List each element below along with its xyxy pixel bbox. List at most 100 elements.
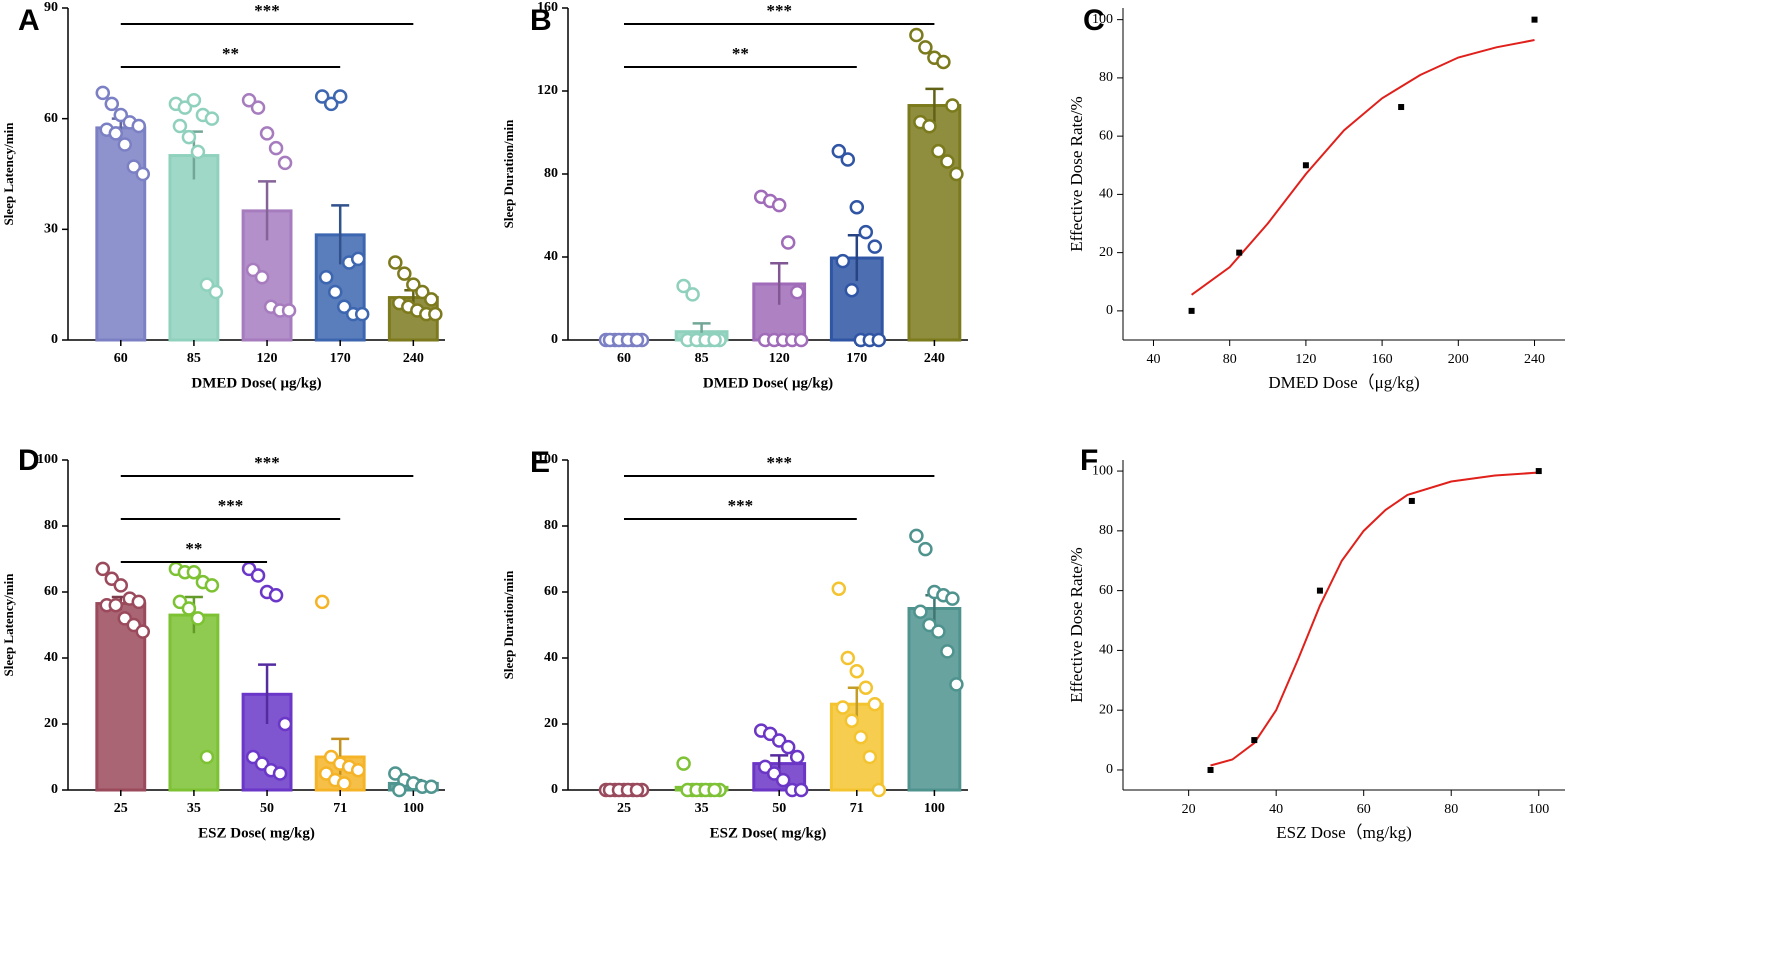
bar [907,104,962,342]
y-axis-label: Sleep Latency/min [1,122,16,226]
significance-label: *** [218,496,244,515]
data-point [113,578,129,593]
x-tick-label: 25 [617,801,631,816]
data-point [849,199,865,215]
data-point [354,306,370,322]
data-point [831,143,847,159]
data-point [918,40,933,55]
significance-label: ** [222,44,239,63]
data-point [793,782,809,798]
y-tick-label: 0 [1106,303,1113,318]
significance-label: ** [185,539,202,558]
y-tick-label: 60 [44,111,58,126]
data-point [268,140,284,156]
y-tick-label: 80 [1099,523,1113,538]
x-tick-label: 240 [1524,352,1545,367]
data-point [250,100,266,115]
data-point [428,306,443,322]
data-point [318,270,334,285]
panel-label: B [530,4,552,37]
data-point [314,89,330,104]
data-point [922,119,937,134]
data-point [840,650,856,666]
data-point [840,152,856,167]
data-point [336,299,352,315]
panel-label: C [1083,4,1105,37]
y-tick-label: 80 [1099,70,1113,85]
y-tick-label: 100 [37,452,58,467]
x-tick-label: 120 [1295,352,1316,367]
data-point [199,749,215,765]
y-tick-label: 100 [1092,12,1113,27]
y-axis-label: Effective Dose Rate/% [1067,96,1086,251]
significance-label: *** [254,453,280,472]
x-tick-label: 240 [924,351,945,366]
data-point [186,92,202,108]
data-point [1398,104,1405,111]
data-point [849,663,865,679]
data-point [406,277,421,292]
data-point [131,118,147,134]
x-tick-label: 170 [330,351,351,366]
y-tick-label: 90 [44,0,58,15]
x-tick-label: 35 [187,801,201,816]
data-point [844,713,860,728]
data-point [871,332,887,348]
significance-label: ** [732,44,749,63]
y-axis-label: Sleep Latency/min [1,573,16,677]
data-point [676,756,691,771]
significance-label: *** [728,496,754,515]
data-point [415,284,430,300]
data-point [186,564,202,580]
data-point [707,782,722,798]
y-tick-label: 100 [537,452,558,467]
x-tick-label: 20 [1182,802,1196,817]
y-tick-label: 80 [44,518,58,533]
significance-label: *** [254,1,280,20]
x-tick-label: 85 [695,351,709,366]
data-point [350,762,366,778]
x-tick-label: 120 [257,351,278,366]
data-point [332,89,348,104]
error-bar [258,180,277,241]
x-tick-label: 71 [850,801,864,816]
panel-label: F [1080,444,1098,477]
error-bar [258,663,277,724]
data-point [940,644,955,659]
data-point [135,624,151,639]
y-axis-label: Sleep Duration/min [501,570,516,679]
data-point [949,677,964,692]
x-tick-label: 160 [1372,352,1393,367]
x-tick-label: 100 [924,801,945,816]
data-point [259,126,275,141]
y-tick-label: 40 [544,650,558,665]
y-tick-label: 160 [537,0,558,15]
y-tick-label: 0 [51,332,58,347]
data-point [281,303,297,318]
error-bar [331,204,350,265]
x-tick-label: 240 [403,351,424,366]
x-tick-label: 40 [1269,802,1283,817]
data-point [241,92,257,108]
data-point [789,749,805,765]
data-point [181,129,197,145]
x-tick-label: 100 [403,801,424,816]
data-point [204,578,220,593]
data-point [204,111,220,126]
y-tick-label: 30 [44,222,58,237]
x-tick-label: 25 [114,801,128,816]
error-bar [925,87,944,123]
data-point [949,166,964,182]
y-tick-label: 80 [544,166,558,181]
y-tick-label: 120 [537,83,558,98]
panel-label: D [18,444,40,477]
data-point [327,284,343,300]
data-point [108,126,124,141]
data-point [793,332,809,348]
x-axis-label: ESZ Dose（mg/kg) [1276,823,1412,842]
data-point [913,604,928,620]
significance-label: *** [766,1,792,20]
data-point [936,54,951,70]
data-point [1302,162,1309,169]
y-tick-label: 40 [544,249,558,264]
